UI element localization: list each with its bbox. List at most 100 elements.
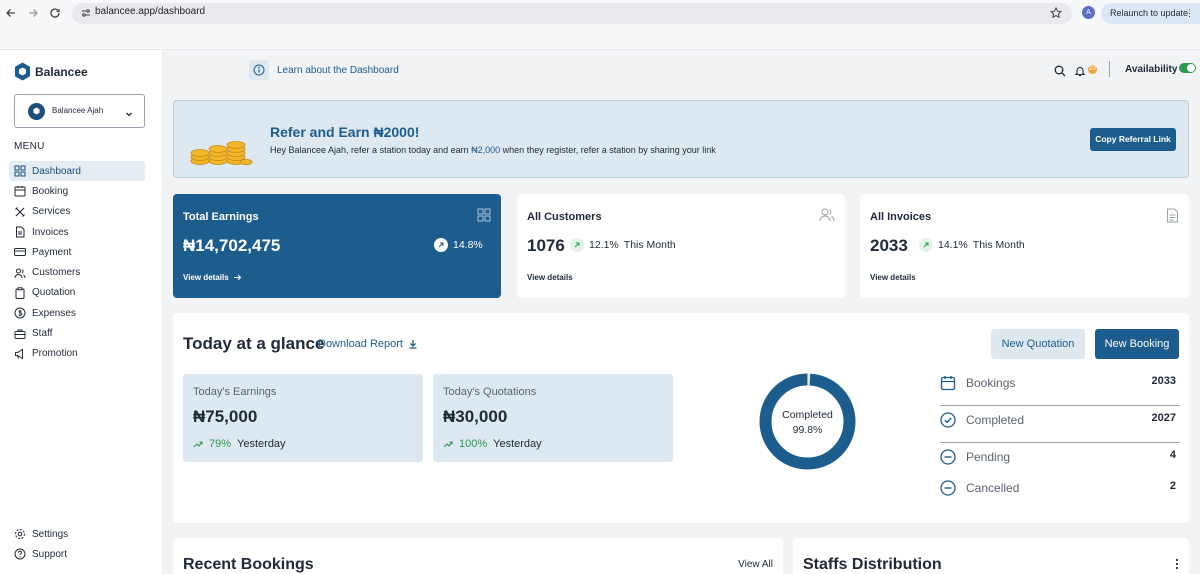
sidebar-item-label: Expenses: [32, 307, 76, 319]
stat-label: Cancelled: [966, 481, 1020, 495]
all-invoices-card: All Invoices 2033 14.1% This Month View …: [860, 194, 1189, 298]
sidebar-item-customers[interactable]: Customers: [9, 262, 145, 282]
profile-avatar[interactable]: A: [1082, 6, 1095, 19]
stat-value: 2: [1169, 480, 1176, 492]
all-customers-card: All Customers 1076 12.1% This Month View…: [517, 194, 845, 298]
sidebar-item-services[interactable]: Services: [9, 202, 145, 222]
download-icon: [409, 340, 417, 349]
sidebar-item-expenses[interactable]: Expenses: [9, 303, 145, 323]
more-vertical-icon[interactable]: [1175, 557, 1179, 574]
trend-period: Yesterday: [237, 438, 286, 450]
sidebar-item-label: Payment: [32, 246, 72, 258]
bell-icon[interactable]: [1074, 64, 1086, 82]
panel-title: Recent Bookings: [183, 556, 314, 573]
trend-up-icon: [570, 238, 584, 252]
sidebar-item-payment[interactable]: Payment: [9, 242, 145, 262]
stat-value: 4: [1169, 449, 1176, 461]
recent-bookings-panel: Recent Bookings View All: [173, 538, 783, 574]
document-icon: [1166, 208, 1179, 228]
account-name: Balancee Ajah: [52, 106, 104, 115]
staffs-distribution-panel: Staffs Distribution: [793, 538, 1189, 574]
megaphone-icon: [15, 348, 23, 360]
sidebar-item-invoices[interactable]: Invoices: [9, 222, 145, 242]
view-details-link[interactable]: View details: [870, 273, 916, 282]
browser-toolbar: balancee.app/dashboard A Relaunch to upd…: [0, 0, 1200, 50]
referral-text-end: when they register, refer a station by s…: [500, 145, 716, 155]
learn-dashboard-link[interactable]: Learn about the Dashboard: [277, 65, 399, 76]
trend-percent: 14.8%: [453, 239, 483, 251]
sidebar-item-settings[interactable]: Settings: [9, 524, 145, 544]
download-report-link[interactable]: Download Report: [318, 338, 418, 350]
donut-value: 99.8%: [792, 424, 823, 436]
arrow-right-icon: [233, 274, 241, 281]
brand-name: Balancee: [35, 64, 88, 79]
card-trend: 12.1% This Month: [570, 238, 676, 252]
sidebar-item-quotation[interactable]: Quotation: [9, 283, 145, 303]
sidebar-item-support[interactable]: Support: [9, 544, 145, 564]
sidebar-item-label: Promotion: [32, 348, 78, 360]
stat-label: Pending: [966, 450, 1011, 464]
donut-caption: Completed: [782, 409, 833, 421]
users-icon: [14, 268, 26, 278]
forward-icon[interactable]: [24, 4, 42, 22]
trend-up-icon: [919, 238, 933, 252]
today-at-a-glance: Today at a glance Download Report New Qu…: [173, 313, 1189, 523]
dollar-icon: [14, 307, 26, 319]
briefcase-icon: [14, 329, 26, 339]
sidebar: Balancee Balancee Ajah MENU Dashboard Bo…: [0, 50, 163, 574]
gear-icon: [15, 529, 25, 540]
relaunch-label: Relaunch to update: [1110, 8, 1189, 18]
grid-icon: [477, 208, 491, 227]
view-details-link[interactable]: View details: [183, 273, 242, 282]
download-report-label: Download Report: [318, 338, 403, 350]
card-trend: 14.1% This Month: [919, 238, 1025, 252]
help-icon: [14, 548, 26, 560]
search-icon[interactable]: [1054, 64, 1066, 82]
card-icon: [14, 248, 26, 257]
chevron-down-icon: [124, 106, 134, 124]
donut-label: Completed 99.8%: [759, 408, 856, 438]
view-details-label: View details: [183, 273, 229, 282]
mini-trend: 100% Yesterday: [443, 438, 542, 450]
bookmark-star-icon[interactable]: [1049, 6, 1063, 24]
check-circle-icon: [940, 412, 956, 428]
sidebar-menu: Dashboard Booking Services Invoices Paym…: [9, 161, 145, 364]
view-details-link[interactable]: View details: [527, 273, 573, 282]
site-settings-icon[interactable]: [78, 5, 94, 21]
document-icon: [16, 226, 25, 238]
brand-logo[interactable]: Balancee: [14, 62, 88, 81]
account-switcher[interactable]: Balancee Ajah: [14, 94, 145, 128]
more-vertical-icon[interactable]: ⋮: [1185, 8, 1194, 18]
sidebar-item-promotion[interactable]: Promotion: [9, 344, 145, 364]
sidebar-item-booking[interactable]: Booking: [9, 181, 145, 201]
stat-row-pending: Pending 4: [940, 443, 1180, 480]
new-booking-button[interactable]: New Booking: [1095, 329, 1179, 359]
stat-label: Completed: [966, 413, 1025, 427]
availability-label: Availability: [1125, 64, 1178, 75]
card-title: Total Earnings: [183, 211, 259, 223]
users-icon: [819, 208, 835, 227]
relaunch-button[interactable]: Relaunch to update ⋮: [1101, 3, 1200, 24]
mini-trend: 79% Yesterday: [193, 438, 286, 450]
stat-value: 2027: [1151, 412, 1176, 424]
minus-circle-icon: [940, 480, 956, 496]
stat-row-bookings: Bookings 2033: [940, 369, 1180, 406]
grid-icon: [14, 165, 26, 177]
back-icon[interactable]: [2, 4, 20, 22]
sidebar-item-dashboard[interactable]: Dashboard: [9, 161, 145, 182]
availability-toggle[interactable]: [1179, 63, 1196, 73]
new-quotation-button[interactable]: New Quotation: [991, 329, 1085, 359]
sidebar-item-label: Invoices: [32, 226, 69, 238]
tools-icon: [15, 206, 25, 217]
sidebar-item-label: Settings: [32, 528, 69, 540]
mini-label: Today's Quotations: [443, 386, 537, 398]
trend-percent: 79%: [209, 438, 232, 450]
info-icon[interactable]: [249, 60, 269, 80]
view-all-link[interactable]: View All: [738, 559, 773, 570]
reload-icon[interactable]: [46, 4, 64, 22]
referral-banner: Refer and Earn ₦2000! Hey Balancee Ajah,…: [173, 100, 1189, 178]
sidebar-item-staff[interactable]: Staff: [9, 323, 145, 343]
address-bar[interactable]: balancee.app/dashboard: [72, 3, 1072, 24]
card-value: 1076: [527, 236, 565, 255]
copy-referral-link-button[interactable]: Copy Referral Link: [1090, 128, 1176, 151]
